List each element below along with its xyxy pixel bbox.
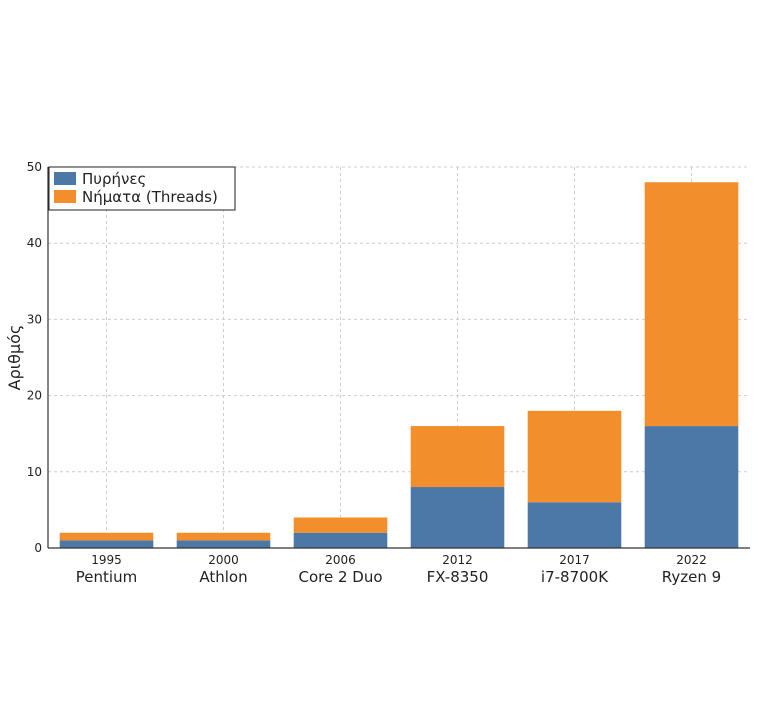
x-tick-label-year: 2017 [559,553,590,567]
y-tick-labels: 0 10 20 30 40 50 [27,160,42,555]
x-tick-label-name: Ryzen 9 [662,568,721,586]
x-tick-label-name: Core 2 Duo [298,568,382,586]
y-tick-label: 20 [27,389,42,403]
bar-threads-1995 [59,532,154,541]
y-tick-label: 0 [34,541,42,555]
x-tick-label-year: 2006 [325,553,356,567]
x-tick-label-name: FX-8350 [427,568,489,586]
y-tick-label: 10 [27,465,42,479]
x-tick-label-name: i7-8700K [541,568,609,586]
y-tick-label: 50 [27,160,42,174]
legend-label: Πυρήνες [82,170,146,188]
bar-cores-2017 [527,502,622,548]
bar-cores-1995 [59,540,154,548]
bar-cores-2000 [176,540,271,548]
x-tick-label-year: 2022 [676,553,707,567]
x-tick-label-year: 2000 [208,553,239,567]
legend-swatch [54,172,76,185]
bar-threads-2012 [410,426,505,488]
bars [59,182,739,548]
bar-cores-2022 [644,426,739,548]
axes [47,167,750,549]
bar-cores-2012 [410,487,505,548]
x-tick-label-name: Athlon [199,568,247,586]
x-tick-label-year: 2012 [442,553,473,567]
x-tick-label-name: Pentium [76,568,137,586]
y-tick-label: 40 [27,236,42,250]
bar-threads-2000 [176,532,271,541]
legend-label: Νήματα (Threads) [82,188,218,206]
x-tick-label-year: 1995 [91,553,122,567]
y-tick-label: 30 [27,312,42,326]
bar-cores-2006 [293,532,388,548]
bar-threads-2006 [293,517,388,533]
legend-swatch [54,190,76,203]
bar-threads-2017 [527,410,622,503]
y-axis-label: Αριθμός [5,325,24,391]
bar-threads-2022 [644,182,739,427]
legend-box [48,166,236,211]
